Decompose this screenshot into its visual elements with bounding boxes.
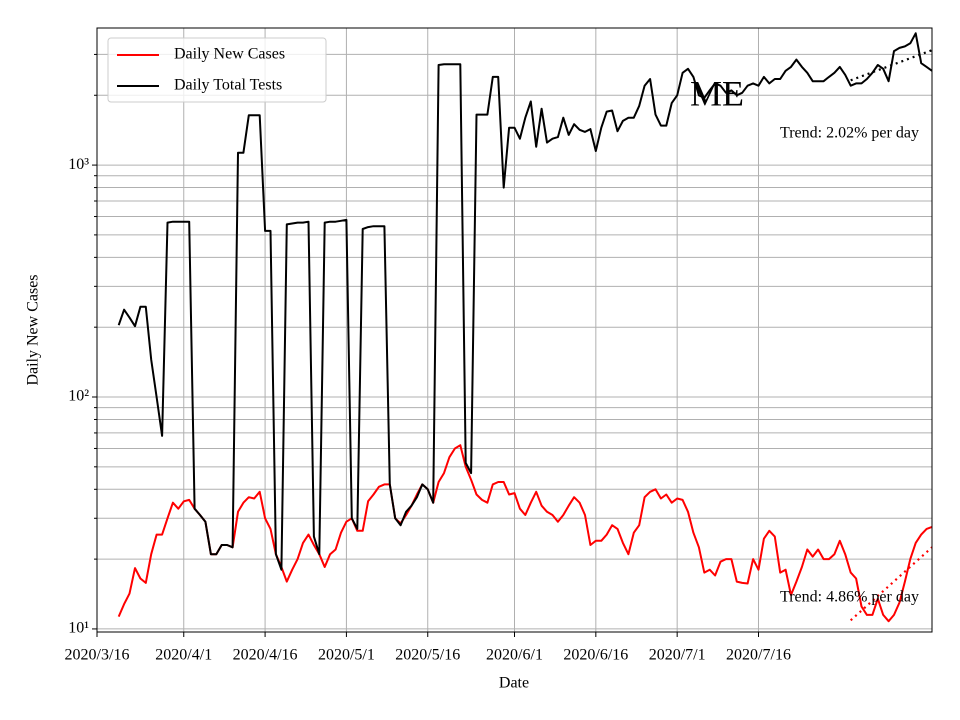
legend-label: Daily Total Tests xyxy=(174,77,282,94)
x-tick-label: 2020/7/1 xyxy=(649,647,706,664)
x-axis-label: Date xyxy=(499,675,529,692)
trend-line xyxy=(849,546,932,622)
annotation: ME xyxy=(690,73,744,113)
x-tick-label: 2020/5/16 xyxy=(395,647,460,664)
trend-line xyxy=(850,49,932,82)
y-axis-label: Daily New Cases xyxy=(25,274,42,385)
data-line xyxy=(117,32,932,571)
legend-box xyxy=(107,37,327,103)
legend-label: Daily New Cases xyxy=(174,46,285,63)
x-tick-label: 2020/5/1 xyxy=(318,647,375,664)
y-tick-label: 10² xyxy=(68,388,89,405)
x-tick-label: 2020/7/16 xyxy=(726,647,791,664)
annotation: Trend: 2.02% per day xyxy=(780,125,919,142)
x-tick-label: 2020/6/16 xyxy=(563,647,628,664)
annotation: Trend: 4.86% per day xyxy=(780,589,919,606)
x-tick-label: 2020/6/1 xyxy=(486,647,543,664)
x-tick-label: 2020/4/16 xyxy=(233,647,298,664)
y-tick-label: 10¹ xyxy=(68,620,89,637)
x-tick-label: 2020/3/16 xyxy=(65,647,130,664)
y-tick-label: 10³ xyxy=(68,156,89,173)
x-tick-label: 2020/4/1 xyxy=(155,647,212,664)
data-line xyxy=(117,444,932,623)
